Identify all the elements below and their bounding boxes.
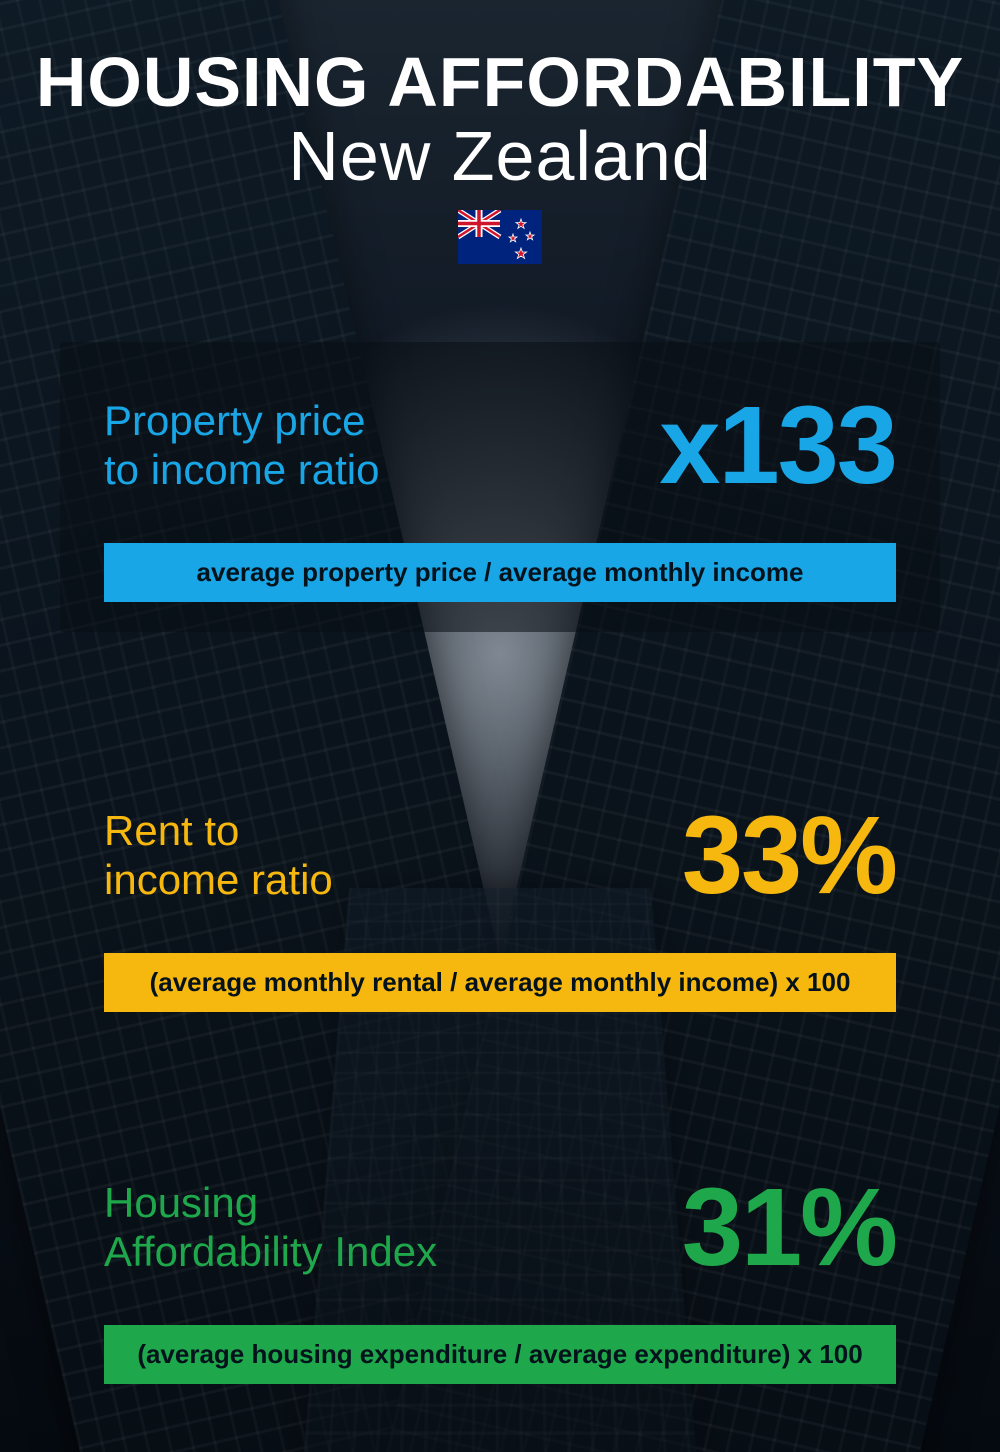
header: HOUSING AFFORDABILITY New Zealand xyxy=(0,0,1000,264)
metric-value: 31% xyxy=(682,1164,896,1291)
metric-formula: average property price / average monthly… xyxy=(104,543,896,602)
metric-label: Rent to income ratio xyxy=(104,807,333,904)
metric-formula: (average monthly rental / average monthl… xyxy=(104,953,896,1012)
page-subtitle: New Zealand xyxy=(0,116,1000,196)
nz-flag-icon xyxy=(458,210,542,264)
metric-label: Property price to income ratio xyxy=(104,397,379,494)
metric-row: Rent to income ratio 33% xyxy=(104,792,896,919)
metric-label: Housing Affordability Index xyxy=(104,1179,437,1276)
metric-row: Property price to income ratio x133 xyxy=(104,382,896,509)
metric-card-property-price: Property price to income ratio x133 aver… xyxy=(60,342,940,632)
metric-value: x133 xyxy=(659,382,896,509)
page-title: HOUSING AFFORDABILITY xyxy=(0,42,1000,122)
metric-formula: (average housing expenditure / average e… xyxy=(104,1325,896,1384)
infographic-content: HOUSING AFFORDABILITY New Zealand P xyxy=(0,0,1000,1452)
metric-card-hai: Housing Affordability Index 31% (average… xyxy=(60,1124,940,1414)
metric-value: 33% xyxy=(682,792,896,919)
metric-card-rent: Rent to income ratio 33% (average monthl… xyxy=(60,752,940,1042)
metric-row: Housing Affordability Index 31% xyxy=(104,1164,896,1291)
